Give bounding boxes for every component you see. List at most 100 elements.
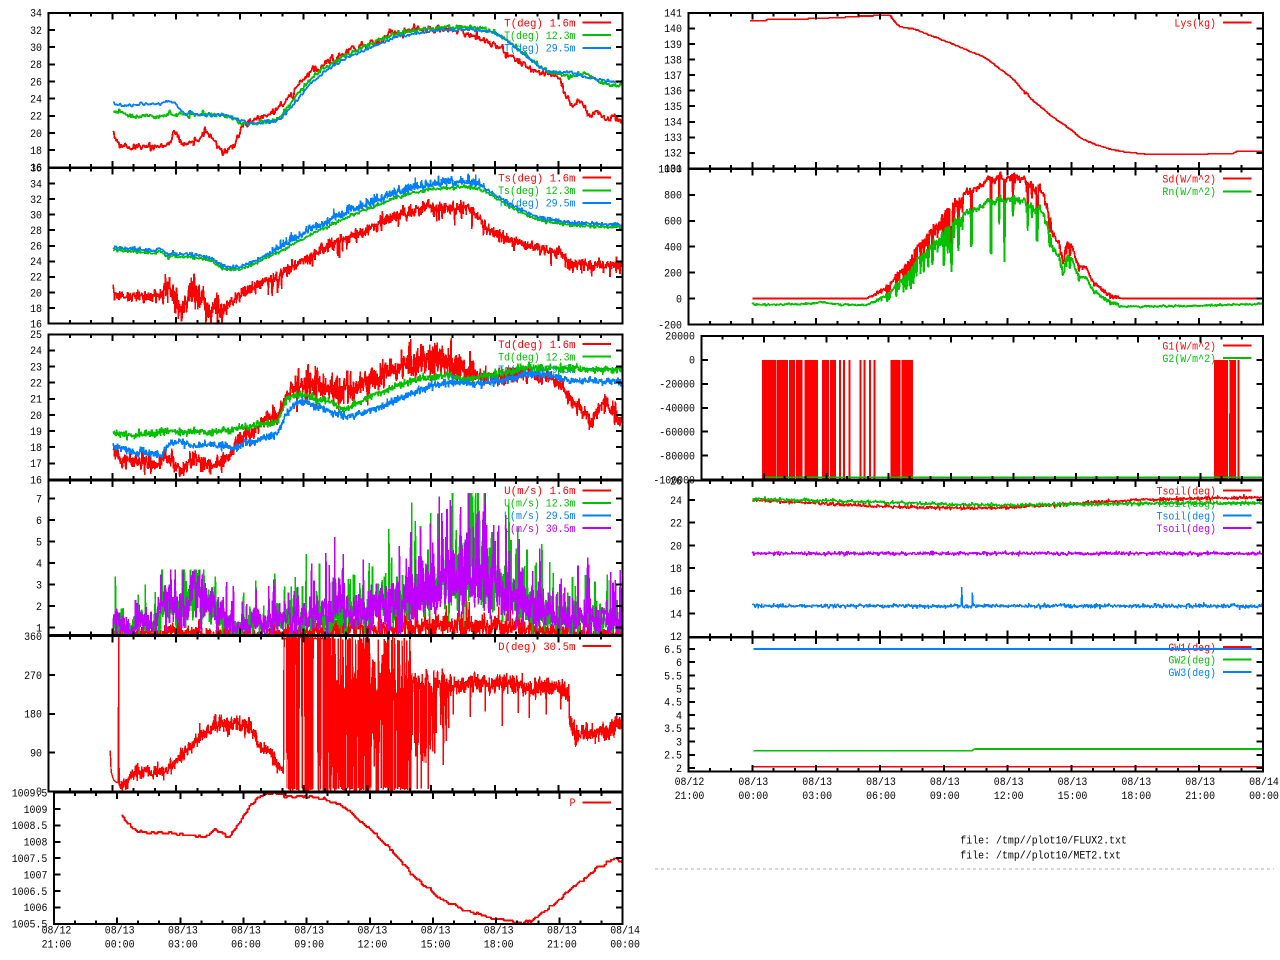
svg-text:20: 20 xyxy=(670,541,682,553)
svg-text:08/13: 08/13 xyxy=(994,777,1024,789)
svg-text:06:00: 06:00 xyxy=(231,940,261,952)
svg-text:132: 132 xyxy=(664,149,682,161)
svg-text:08/13: 08/13 xyxy=(294,926,324,938)
svg-text:12:00: 12:00 xyxy=(358,940,388,952)
svg-text:1008.5: 1008.5 xyxy=(12,821,48,833)
svg-text:137: 137 xyxy=(664,71,682,83)
svg-text:18: 18 xyxy=(30,304,42,316)
svg-text:-20000: -20000 xyxy=(659,380,695,392)
svg-text:5: 5 xyxy=(36,537,42,549)
svg-text:141: 141 xyxy=(664,9,682,21)
svg-text:Lys(kg): Lys(kg) xyxy=(1174,19,1216,31)
svg-text:3: 3 xyxy=(36,580,42,592)
svg-text:24: 24 xyxy=(670,496,682,508)
svg-text:08/13: 08/13 xyxy=(105,926,135,938)
svg-text:21:00: 21:00 xyxy=(1185,791,1215,803)
svg-text:Rn(W/m^2): Rn(W/m^2) xyxy=(1162,187,1216,199)
svg-text:270: 270 xyxy=(24,671,42,683)
svg-text:138: 138 xyxy=(664,55,682,67)
svg-text:6: 6 xyxy=(676,658,682,670)
svg-text:4: 4 xyxy=(676,711,682,723)
svg-text:08/13: 08/13 xyxy=(231,926,261,938)
svg-text:90: 90 xyxy=(30,748,42,760)
svg-text:32: 32 xyxy=(30,26,42,38)
svg-text:-40000: -40000 xyxy=(659,404,695,416)
svg-text:1000: 1000 xyxy=(658,165,682,177)
svg-text:180: 180 xyxy=(24,710,42,722)
svg-text:08/13: 08/13 xyxy=(866,777,896,789)
svg-text:1009.5: 1009.5 xyxy=(12,788,48,800)
svg-text:21:00: 21:00 xyxy=(675,791,705,803)
svg-text:1007.5: 1007.5 xyxy=(12,854,48,866)
svg-text:G1(W/m^2): G1(W/m^2) xyxy=(1162,341,1216,353)
svg-text:21: 21 xyxy=(30,395,42,407)
svg-text:32: 32 xyxy=(30,195,42,207)
svg-text:5: 5 xyxy=(676,685,682,697)
svg-text:08/13: 08/13 xyxy=(1058,777,1088,789)
svg-text:-80000: -80000 xyxy=(659,452,695,464)
svg-text:30: 30 xyxy=(30,43,42,55)
svg-text:1005.5: 1005.5 xyxy=(12,920,48,932)
svg-text:28: 28 xyxy=(30,60,42,72)
svg-text:file: /tmp//plot10/MET2.txt: file: /tmp//plot10/MET2.txt xyxy=(960,851,1121,863)
svg-text:18: 18 xyxy=(670,564,682,576)
svg-text:U(m/s) 29.5m: U(m/s) 29.5m xyxy=(504,511,575,523)
svg-text:22: 22 xyxy=(670,519,682,531)
svg-text:20: 20 xyxy=(30,288,42,300)
svg-text:0: 0 xyxy=(676,294,682,306)
svg-text:200: 200 xyxy=(664,268,682,280)
svg-text:Ts(deg) 12.3m: Ts(deg) 12.3m xyxy=(498,186,575,198)
svg-text:T(deg) 12.3m: T(deg) 12.3m xyxy=(504,31,575,43)
svg-text:16: 16 xyxy=(670,587,682,599)
svg-text:21:00: 21:00 xyxy=(42,940,72,952)
svg-text:17: 17 xyxy=(30,459,42,471)
svg-text:2: 2 xyxy=(676,764,682,776)
svg-text:136: 136 xyxy=(664,87,682,99)
svg-text:2.5: 2.5 xyxy=(664,751,682,763)
svg-text:5.5: 5.5 xyxy=(664,671,682,683)
svg-text:U(m/s) 12.3m: U(m/s) 12.3m xyxy=(504,499,575,511)
svg-text:09:00: 09:00 xyxy=(930,791,960,803)
svg-text:131: 131 xyxy=(664,164,682,176)
svg-text:34: 34 xyxy=(30,179,42,191)
svg-text:08/12: 08/12 xyxy=(42,926,72,938)
svg-text:20: 20 xyxy=(30,129,42,141)
svg-text:28: 28 xyxy=(30,226,42,238)
svg-text:36: 36 xyxy=(30,164,42,176)
svg-text:00:00: 00:00 xyxy=(738,791,768,803)
svg-text:08/12: 08/12 xyxy=(675,777,705,789)
svg-text:360: 360 xyxy=(24,632,42,644)
svg-text:23: 23 xyxy=(30,362,42,374)
svg-text:Td(deg) 1.6m: Td(deg) 1.6m xyxy=(498,340,575,352)
svg-text:-60000: -60000 xyxy=(659,428,695,440)
svg-text:16: 16 xyxy=(30,163,42,175)
svg-text:133: 133 xyxy=(664,133,682,145)
svg-text:08/13: 08/13 xyxy=(802,777,832,789)
svg-text:Tsoil(deg): Tsoil(deg) xyxy=(1157,511,1217,523)
svg-text:26: 26 xyxy=(670,477,682,489)
svg-text:D(deg) 30.5m: D(deg) 30.5m xyxy=(498,642,575,654)
svg-text:-200: -200 xyxy=(658,320,682,332)
svg-text:GW2(deg): GW2(deg) xyxy=(1168,655,1216,667)
svg-text:08/13: 08/13 xyxy=(484,926,514,938)
svg-text:U(m/s) 1.6m: U(m/s) 1.6m xyxy=(504,486,575,498)
svg-text:08/14: 08/14 xyxy=(610,926,640,938)
svg-text:file: /tmp//plot10/FLUX2.txt: file: /tmp//plot10/FLUX2.txt xyxy=(960,836,1127,848)
svg-text:30: 30 xyxy=(30,210,42,222)
svg-text:24: 24 xyxy=(30,257,42,269)
svg-text:400: 400 xyxy=(664,243,682,255)
svg-text:2: 2 xyxy=(36,602,42,614)
svg-text:26: 26 xyxy=(30,77,42,89)
svg-text:G2(W/m^2): G2(W/m^2) xyxy=(1162,354,1216,366)
svg-text:21:00: 21:00 xyxy=(547,940,577,952)
svg-text:00:00: 00:00 xyxy=(610,940,640,952)
svg-text:22: 22 xyxy=(30,112,42,124)
svg-text:20000: 20000 xyxy=(665,332,695,344)
svg-text:Sd(W/m^2): Sd(W/m^2) xyxy=(1162,175,1216,187)
svg-text:16: 16 xyxy=(30,475,42,487)
svg-text:1008: 1008 xyxy=(24,838,48,850)
svg-text:-100000: -100000 xyxy=(653,476,695,488)
svg-text:1006: 1006 xyxy=(24,903,48,915)
svg-text:18:00: 18:00 xyxy=(1121,791,1151,803)
svg-text:03:00: 03:00 xyxy=(168,940,198,952)
